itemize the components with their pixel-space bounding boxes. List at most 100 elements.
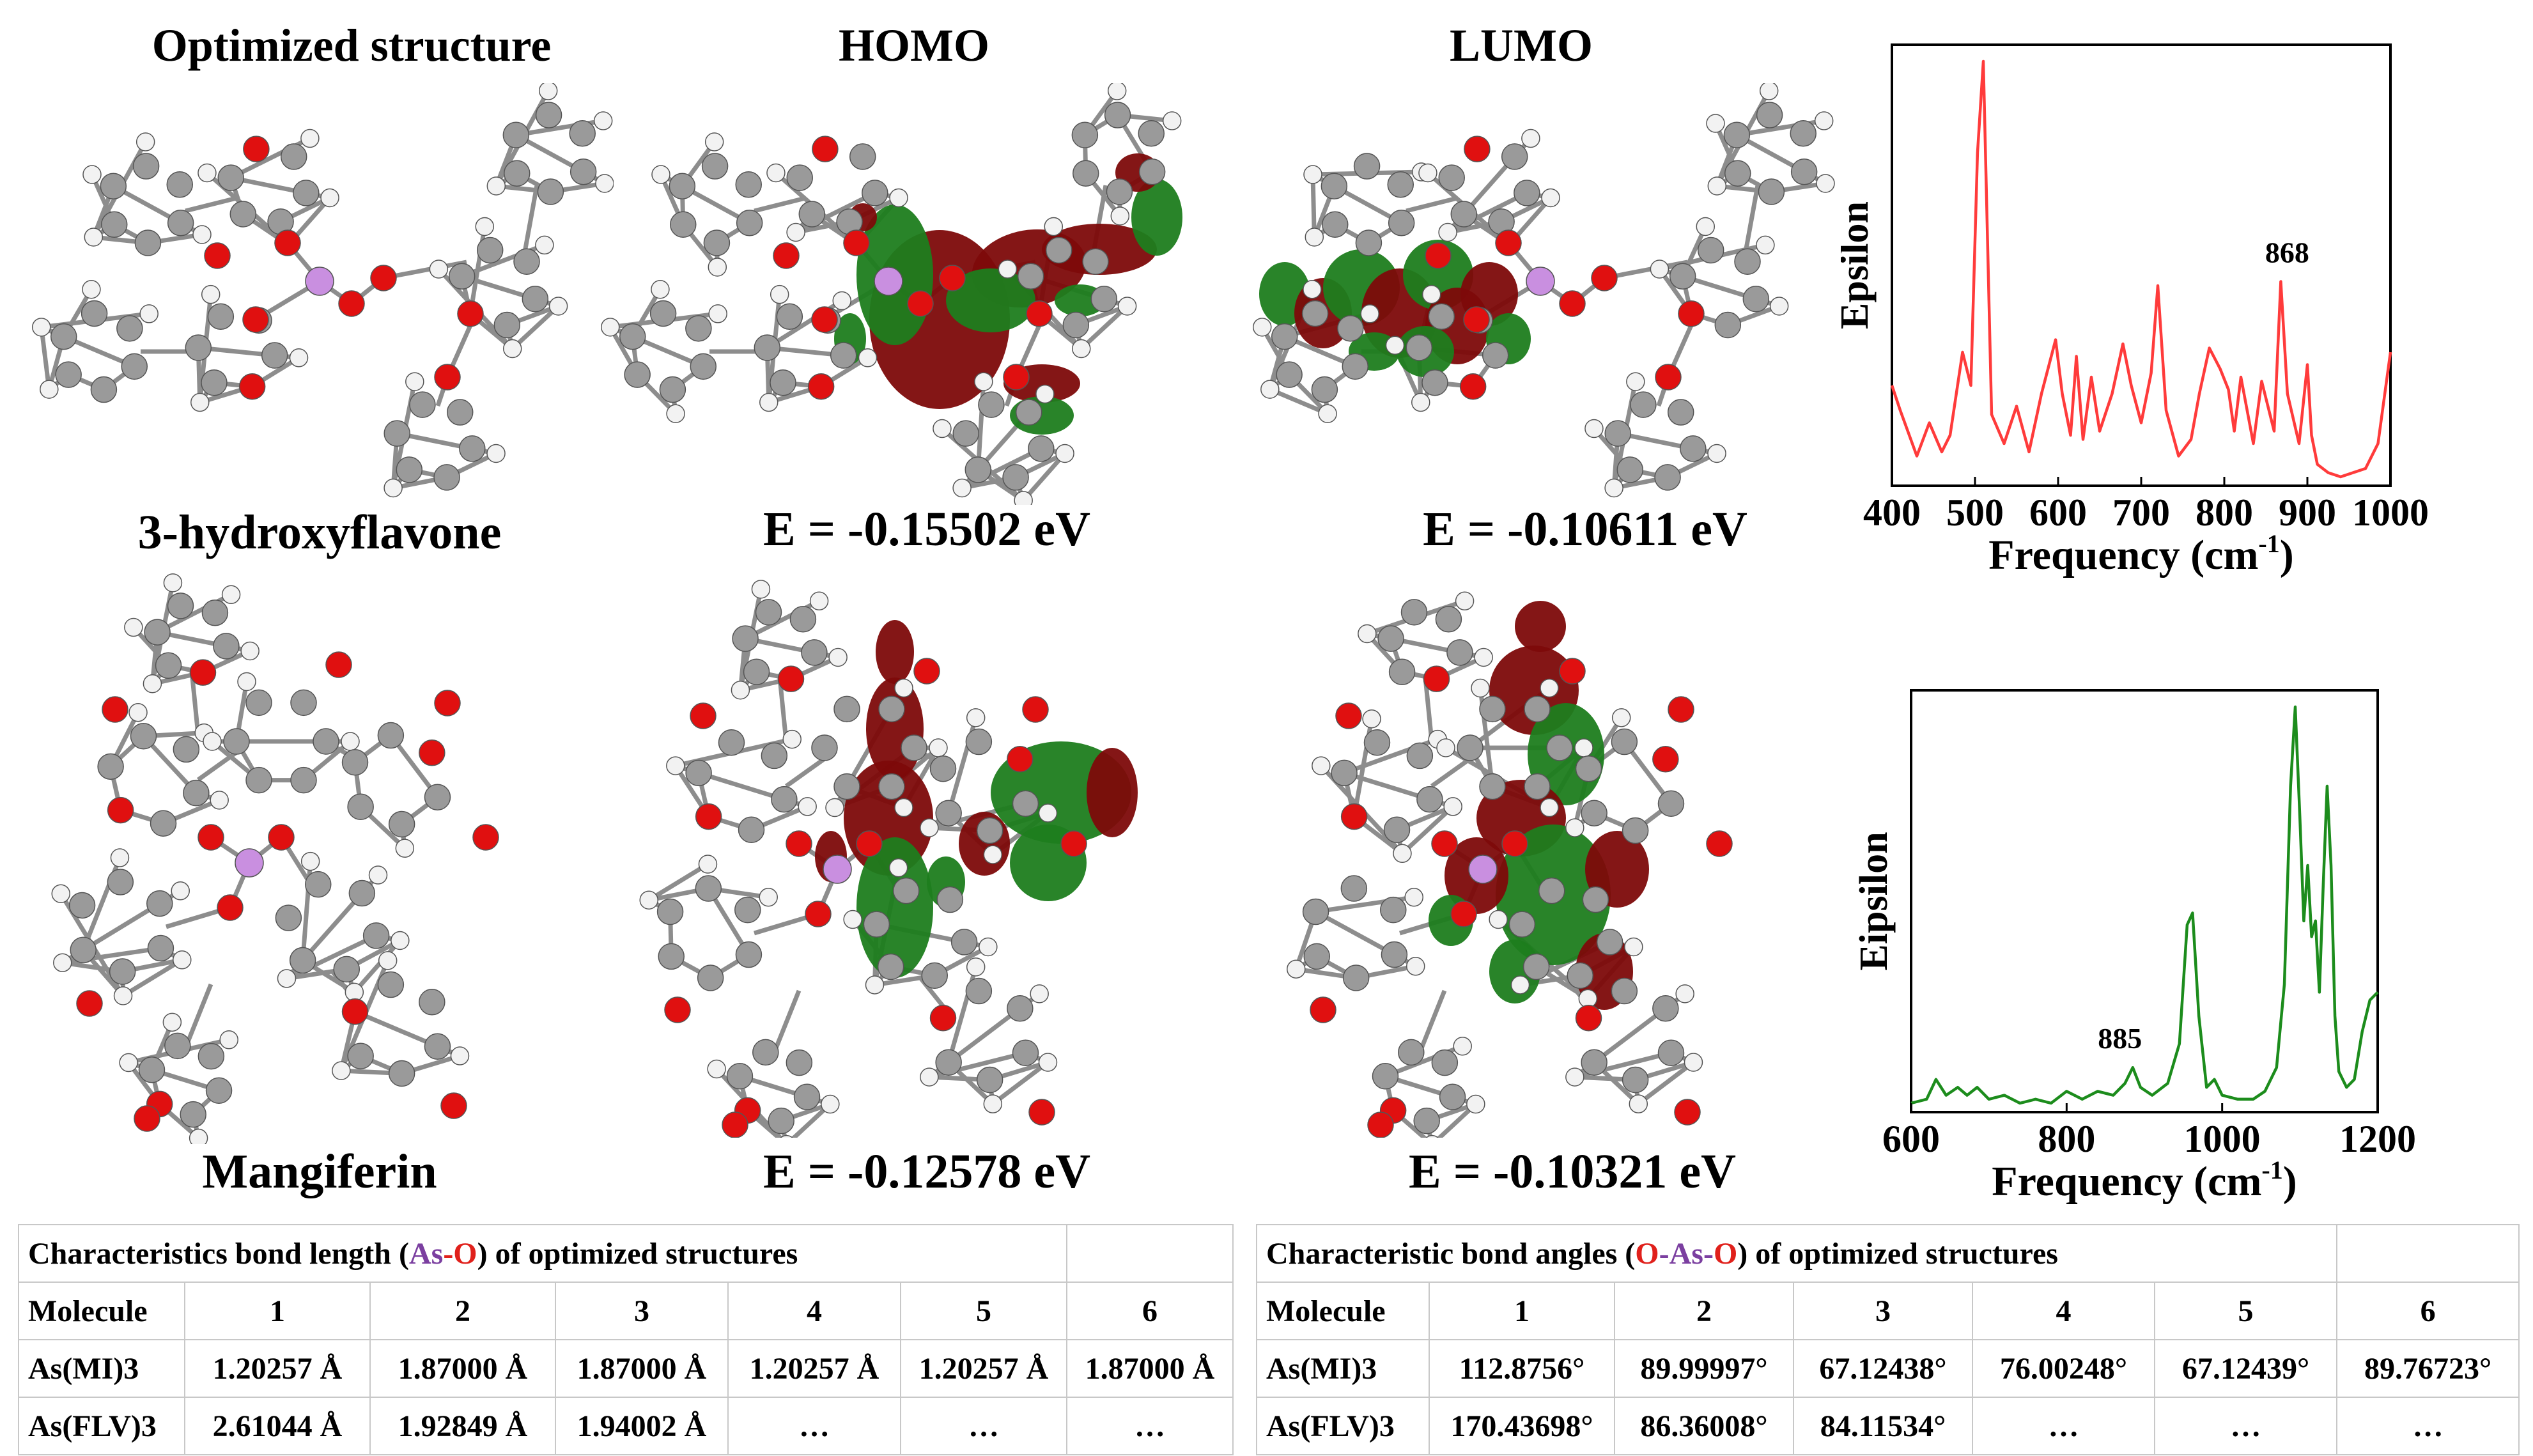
orbital-lobe-negative bbox=[876, 620, 914, 684]
carbon-atom bbox=[624, 361, 651, 388]
hydrogen-atom bbox=[82, 279, 101, 299]
oxygen-atom bbox=[1501, 830, 1528, 857]
carbon-atom bbox=[1340, 875, 1368, 902]
carbon-atom bbox=[109, 958, 136, 985]
carbon-atom bbox=[424, 1033, 451, 1060]
orbital-lobe-positive bbox=[856, 837, 933, 978]
hydrogen-atom bbox=[1044, 217, 1064, 236]
hydrogen-atom bbox=[759, 888, 778, 907]
hydrogen-atom bbox=[1574, 738, 1593, 757]
bond bbox=[1406, 196, 1458, 213]
hydrogen-atom bbox=[1675, 984, 1694, 1003]
hydrogen-atom bbox=[1624, 937, 1643, 957]
hydrogen-atom bbox=[189, 1128, 208, 1144]
carbon-atom bbox=[1435, 606, 1462, 633]
hydrogen-atom bbox=[405, 372, 424, 391]
oxygen-atom bbox=[1022, 696, 1049, 723]
hydrogen-atom bbox=[210, 791, 229, 810]
table-cell: … bbox=[899, 1397, 1068, 1455]
carbon-atom bbox=[786, 164, 813, 191]
carbon-atom bbox=[659, 376, 686, 403]
carbon-atom bbox=[147, 934, 174, 962]
oxygen-atom bbox=[198, 824, 224, 851]
x-axis-label-superscript: -1 bbox=[2258, 529, 2279, 558]
oxygen-atom bbox=[1367, 1111, 1394, 1138]
carbon-atom bbox=[649, 300, 677, 327]
hydrogen-atom bbox=[1303, 279, 1322, 299]
hydrogen-atom bbox=[751, 580, 771, 599]
oxygen-atom bbox=[1559, 658, 1586, 685]
hydrogen-atom bbox=[1360, 304, 1379, 323]
hydrogen-atom bbox=[825, 798, 844, 817]
bond bbox=[522, 185, 539, 256]
carbon-atom bbox=[1724, 160, 1751, 187]
hydrogen-atom bbox=[450, 1046, 470, 1065]
hydrogen-atom bbox=[82, 165, 102, 184]
oxygen-atom bbox=[238, 373, 266, 400]
hydrogen-atom bbox=[766, 163, 786, 183]
carbon-atom bbox=[107, 869, 134, 895]
oxygen-atom bbox=[1450, 901, 1477, 927]
carbon-atom bbox=[261, 342, 288, 369]
hydrogen-atom bbox=[1453, 1037, 1472, 1056]
hydrogen-atom bbox=[933, 419, 952, 438]
bond bbox=[1269, 387, 1329, 416]
carbon-atom bbox=[950, 929, 978, 956]
hydrogen-atom bbox=[979, 937, 998, 957]
bond bbox=[511, 304, 561, 351]
col-header: Molecule bbox=[18, 1282, 185, 1340]
hydrogen-atom bbox=[666, 404, 685, 424]
hydrogen-atom bbox=[1707, 444, 1726, 463]
bond bbox=[121, 957, 183, 998]
carbon-atom bbox=[167, 592, 194, 619]
energy-mangiferin-homo: E = -0.12578 eV bbox=[763, 1145, 1090, 1198]
carbon-atom bbox=[1400, 599, 1428, 626]
carbon-atom bbox=[863, 911, 890, 938]
carbon-atom bbox=[1363, 729, 1391, 756]
hydrogen-atom bbox=[277, 969, 297, 988]
x-tick-label: 500 bbox=[1946, 492, 2004, 534]
carbon-atom bbox=[201, 369, 228, 396]
oxygen-atom bbox=[325, 651, 352, 678]
carbon-atom bbox=[101, 211, 128, 238]
table-row: As(MI)3 1.20257 Å 1.87000 Å 1.87000 Å 1.… bbox=[18, 1339, 1234, 1398]
hydrogen-atom bbox=[128, 702, 148, 722]
carbon-atom bbox=[965, 977, 993, 1005]
carbon-atom bbox=[786, 1049, 813, 1076]
table-cell: 1.87000 Å bbox=[555, 1339, 729, 1398]
header-optimized-structure: Optimized structure bbox=[151, 20, 552, 71]
bond bbox=[771, 989, 802, 1056]
carbon-atom bbox=[173, 736, 200, 763]
x-axis-label: Frequency (cm-1) bbox=[1988, 529, 2293, 578]
x-tick-label: 800 bbox=[2196, 492, 2253, 534]
hydrogen-atom bbox=[1038, 1053, 1058, 1072]
hydrogen-atom bbox=[929, 738, 948, 757]
carbon-atom bbox=[1342, 353, 1369, 380]
carbon-atom bbox=[1388, 658, 1416, 685]
carbon-atom bbox=[1301, 300, 1329, 327]
oxygen-atom bbox=[457, 300, 484, 327]
hydrogen-atom bbox=[966, 708, 986, 727]
carbon-atom bbox=[502, 121, 530, 148]
oxygen-atom bbox=[1575, 1004, 1602, 1032]
col-header: 4 bbox=[1972, 1282, 2155, 1340]
oxygen-atom bbox=[939, 265, 966, 291]
carbon-atom bbox=[862, 180, 888, 206]
oxygen-atom bbox=[1464, 136, 1491, 162]
x-axis-label-text: Frequency (cm bbox=[1992, 1158, 2261, 1205]
carbon-atom bbox=[1303, 943, 1330, 970]
hydrogen-atom bbox=[53, 953, 72, 972]
col-header: 6 bbox=[2336, 1282, 2520, 1340]
carbon-atom bbox=[1514, 180, 1540, 206]
carbon-atom bbox=[1524, 773, 1551, 800]
bond bbox=[383, 259, 467, 281]
hydrogen-atom bbox=[983, 1094, 1003, 1113]
carbon-atom bbox=[1106, 178, 1133, 205]
oxygen-atom bbox=[1706, 830, 1733, 857]
spectrum-line bbox=[1910, 705, 2379, 1105]
oxygen-atom bbox=[134, 1105, 160, 1132]
table-cell: 89.99997° bbox=[1614, 1339, 1794, 1398]
carbon-atom bbox=[1015, 399, 1042, 426]
carbon-atom bbox=[1138, 159, 1166, 185]
carbon-atom bbox=[132, 153, 160, 180]
